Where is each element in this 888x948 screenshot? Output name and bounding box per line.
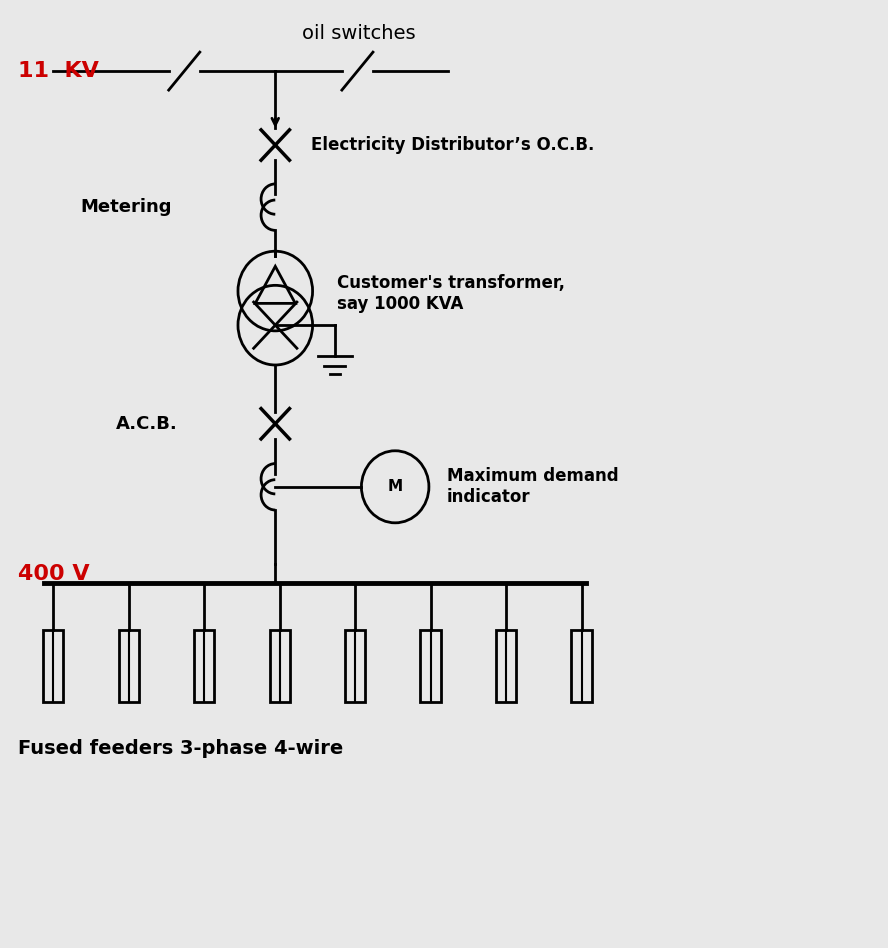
Text: 400 V: 400 V xyxy=(18,563,90,584)
Bar xyxy=(194,630,214,702)
Text: Maximum demand
indicator: Maximum demand indicator xyxy=(447,467,618,506)
Bar xyxy=(496,630,517,702)
Text: Customer's transformer,
say 1000 KVA: Customer's transformer, say 1000 KVA xyxy=(337,275,566,313)
Text: 11  KV: 11 KV xyxy=(18,61,99,82)
Text: M: M xyxy=(387,480,403,494)
Bar xyxy=(572,630,591,702)
Bar xyxy=(270,630,289,702)
Bar xyxy=(44,630,64,702)
Text: oil switches: oil switches xyxy=(302,24,416,43)
Text: Electricity Distributor’s O.C.B.: Electricity Distributor’s O.C.B. xyxy=(311,137,594,154)
Text: Metering: Metering xyxy=(80,198,171,216)
Text: Fused feeders 3-phase 4-wire: Fused feeders 3-phase 4-wire xyxy=(18,739,343,758)
Text: A.C.B.: A.C.B. xyxy=(115,415,178,432)
Bar xyxy=(345,630,366,702)
Bar xyxy=(118,630,139,702)
Bar xyxy=(420,630,440,702)
